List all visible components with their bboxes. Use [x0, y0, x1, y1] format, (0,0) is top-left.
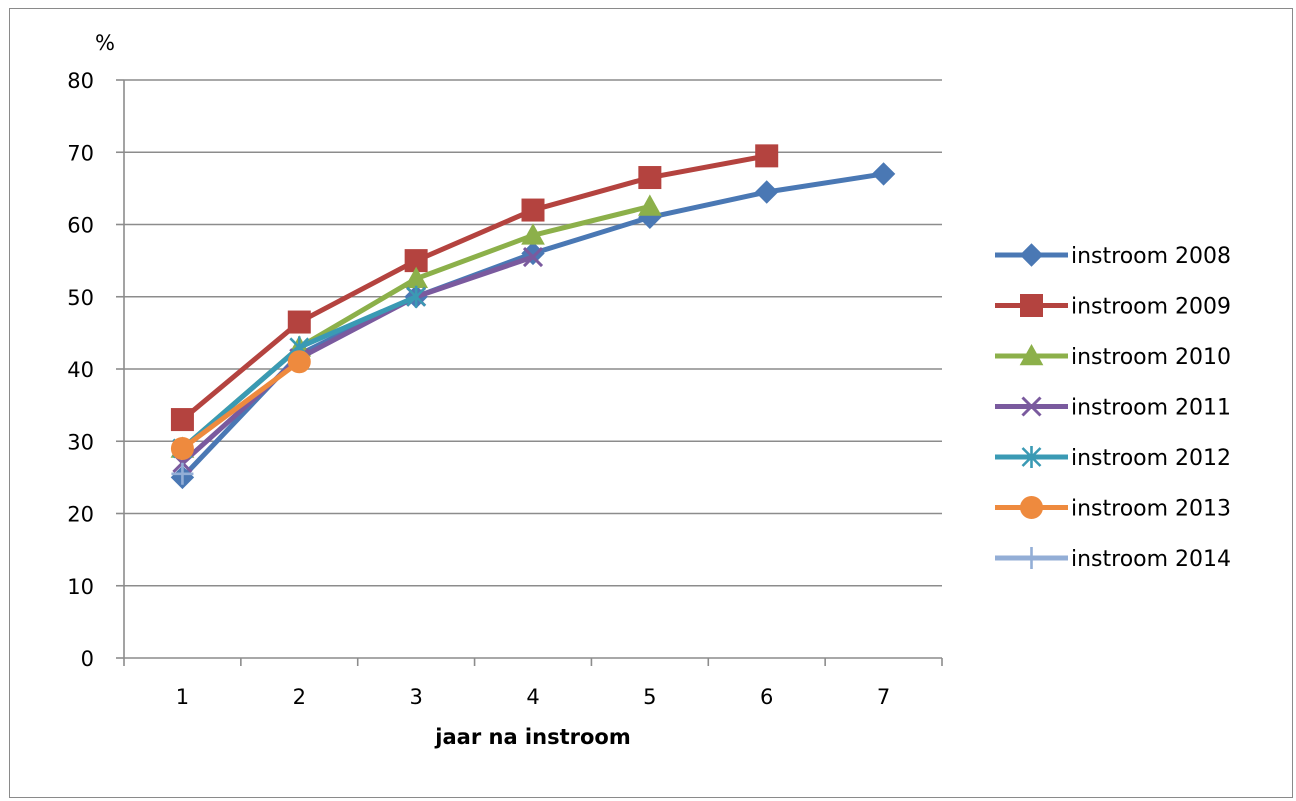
data-point — [170, 436, 194, 460]
y-tick-label: 50 — [67, 286, 94, 310]
data-point — [638, 194, 662, 216]
y-tick-label: 20 — [67, 503, 94, 527]
series-instroom-2014 — [171, 462, 194, 485]
gridlines — [124, 79, 942, 587]
series-lines — [170, 144, 896, 490]
y-axis-label: % — [95, 31, 115, 55]
series-instroom-2009 — [170, 144, 779, 432]
data-point — [638, 166, 662, 190]
y-tick-label: 0 — [81, 647, 94, 671]
data-point — [521, 198, 545, 222]
series-instroom-2011 — [172, 246, 544, 473]
data-point — [755, 180, 779, 204]
legend-label: instroom 2008 — [1071, 244, 1231, 269]
legend-marker — [1021, 446, 1042, 468]
legend-item: instroom 2009 — [995, 294, 1231, 320]
series-instroom-2013 — [170, 350, 311, 460]
y-tick-label: 80 — [67, 69, 94, 93]
data-point — [287, 310, 311, 334]
data-point — [521, 223, 545, 245]
y-tick-label: 60 — [67, 214, 94, 238]
y-tick-label: 70 — [67, 141, 94, 165]
legend-label: instroom 2009 — [1071, 295, 1231, 320]
data-point — [755, 144, 779, 168]
legend-item: instroom 2014 — [995, 547, 1231, 572]
legend-marker — [1020, 294, 1043, 317]
legend-marker — [1019, 343, 1044, 366]
series-line — [179, 254, 536, 466]
legend-marker — [1021, 396, 1042, 417]
x-tick-label: 2 — [293, 685, 306, 709]
data-point — [406, 285, 427, 308]
data-point — [170, 408, 194, 432]
legend-item: instroom 2013 — [995, 496, 1231, 522]
x-tick-label: 6 — [760, 685, 773, 709]
y-tick-label: 10 — [67, 575, 94, 599]
series-line — [179, 153, 770, 423]
legend-label: instroom 2013 — [1071, 497, 1231, 522]
data-point — [871, 162, 896, 186]
legend-marker — [1020, 547, 1043, 569]
chart-frame — [9, 8, 1293, 798]
series-line — [179, 203, 653, 451]
legend-label: instroom 2011 — [1071, 396, 1231, 421]
legend-label: instroom 2014 — [1071, 547, 1231, 572]
x-tick-label: 4 — [526, 685, 539, 709]
legend-item: instroom 2010 — [995, 343, 1231, 370]
legend-item: instroom 2012 — [995, 446, 1231, 471]
y-tick-label: 40 — [67, 358, 94, 382]
legend-item: instroom 2011 — [995, 396, 1231, 421]
x-tick-label: 3 — [409, 685, 422, 709]
legend: instroom 2008 instroom 2009 instroom 2010 i… — [995, 243, 1231, 572]
data-point — [287, 350, 311, 374]
y-tick-label: 30 — [67, 430, 94, 454]
data-point — [171, 462, 194, 485]
data-point — [522, 246, 544, 268]
x-axis-label: jaar na instroom — [434, 725, 630, 749]
legend-marker — [1020, 496, 1043, 519]
series-line — [179, 359, 302, 451]
legend-marker — [1019, 243, 1044, 267]
x-tick-label: 5 — [643, 685, 656, 709]
legend-label: instroom 2010 — [1071, 345, 1231, 370]
legend-item: instroom 2008 — [995, 243, 1231, 269]
tick-labels: 0 10 20 30 40 50 60 70 80 1 2 3 4 5 6 7 — [67, 69, 890, 709]
legend-label: instroom 2012 — [1071, 446, 1231, 471]
x-tick-label: 7 — [877, 685, 890, 709]
x-tick-label: 1 — [176, 685, 189, 709]
axes — [116, 79, 943, 666]
